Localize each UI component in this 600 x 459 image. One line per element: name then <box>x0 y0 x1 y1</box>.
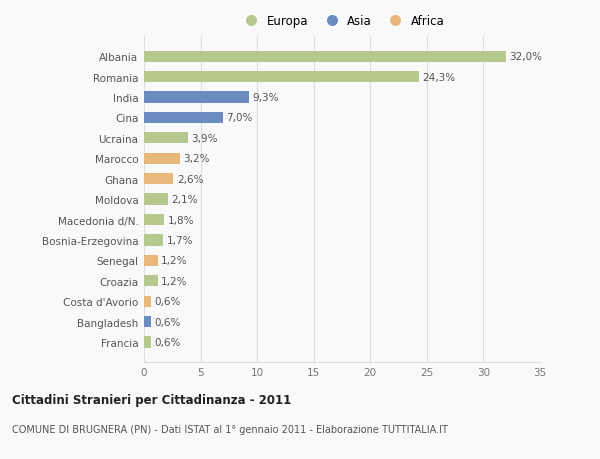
Text: COMUNE DI BRUGNERA (PN) - Dati ISTAT al 1° gennaio 2011 - Elaborazione TUTTITALI: COMUNE DI BRUGNERA (PN) - Dati ISTAT al … <box>12 424 448 434</box>
Bar <box>144 255 158 266</box>
Text: 1,2%: 1,2% <box>161 276 187 286</box>
Bar <box>144 235 163 246</box>
Bar <box>144 112 223 124</box>
Bar <box>144 275 158 287</box>
Text: Cittadini Stranieri per Cittadinanza - 2011: Cittadini Stranieri per Cittadinanza - 2… <box>12 393 291 406</box>
Bar <box>144 92 249 103</box>
Bar <box>144 214 164 226</box>
Text: 1,7%: 1,7% <box>167 235 193 246</box>
Text: 0,6%: 0,6% <box>154 337 181 347</box>
Text: 7,0%: 7,0% <box>227 113 253 123</box>
Text: 2,6%: 2,6% <box>177 174 203 185</box>
Bar <box>144 336 151 348</box>
Text: 9,3%: 9,3% <box>253 93 279 103</box>
Text: 3,9%: 3,9% <box>191 134 218 144</box>
Bar <box>144 316 151 327</box>
Bar <box>144 51 506 63</box>
Legend: Europa, Asia, Africa: Europa, Asia, Africa <box>235 10 449 33</box>
Bar <box>144 72 419 83</box>
Text: 1,8%: 1,8% <box>168 215 194 225</box>
Text: 0,6%: 0,6% <box>154 297 181 307</box>
Text: 24,3%: 24,3% <box>422 73 455 83</box>
Text: 0,6%: 0,6% <box>154 317 181 327</box>
Text: 2,1%: 2,1% <box>171 195 197 205</box>
Bar <box>144 153 180 164</box>
Text: 3,2%: 3,2% <box>184 154 210 164</box>
Text: 32,0%: 32,0% <box>509 52 542 62</box>
Bar <box>144 194 168 205</box>
Text: 1,2%: 1,2% <box>161 256 187 266</box>
Bar <box>144 296 151 307</box>
Bar <box>144 133 188 144</box>
Bar <box>144 174 173 185</box>
